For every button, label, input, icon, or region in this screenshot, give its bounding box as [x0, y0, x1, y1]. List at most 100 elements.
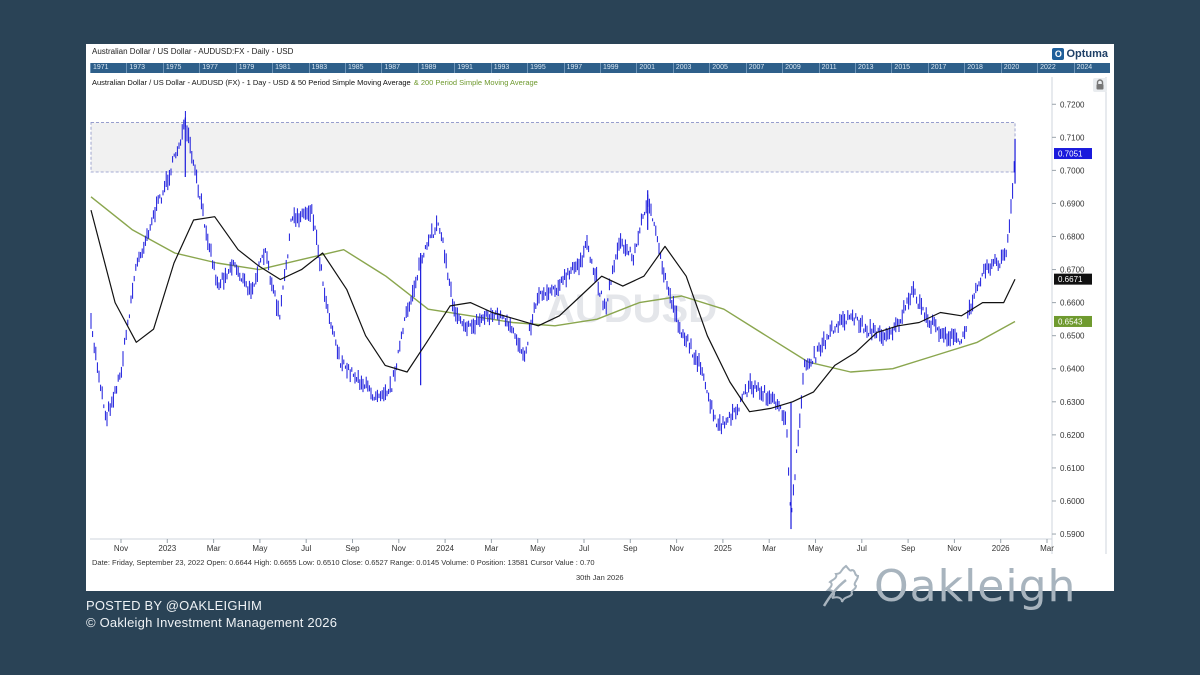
timeline-year: 1979	[238, 64, 255, 71]
y-tick-label: 0.7100	[1060, 133, 1085, 142]
chart-window: Australian Dollar / US Dollar - AUDUSD:F…	[86, 44, 1114, 591]
timeline-year: 1997	[566, 64, 583, 71]
timeline-year: 2017	[930, 64, 947, 71]
x-tick-label: 2025	[714, 544, 732, 553]
timeline-divider	[1000, 63, 1002, 73]
timeline-divider	[126, 63, 128, 73]
timeline-divider	[600, 63, 601, 73]
x-tick-label: Sep	[345, 544, 360, 553]
y-tick-label: 0.6900	[1060, 199, 1085, 208]
timeline-year: 1983	[311, 64, 328, 71]
price-label-text: 0.7051	[1058, 150, 1083, 159]
y-tick-label: 0.7200	[1060, 100, 1085, 109]
timeline-year: 2022	[1040, 64, 1056, 71]
y-tick-label: 0.6600	[1060, 299, 1085, 308]
timeline-divider	[417, 63, 419, 73]
timeline-divider	[490, 63, 492, 73]
chart-title: Australian Dollar / US Dollar - AUDUSD (…	[92, 78, 411, 87]
oak-leaf-icon	[822, 564, 860, 607]
timeline-year: 2011	[821, 64, 837, 71]
x-tick-label: Nov	[947, 544, 961, 553]
timeline-year: 2005	[712, 64, 728, 71]
timeline-divider	[381, 63, 383, 73]
timeline-divider	[235, 63, 237, 73]
x-tick-label: May	[808, 544, 823, 553]
timeline-divider	[745, 63, 747, 73]
optuma-brand-label: Optuma	[1066, 48, 1108, 60]
timeline-scrollbar[interactable]: 1971 1973 1975 1977 1979 1981 1983 1985 1987 1989…	[90, 63, 1110, 73]
price-label-text: 0.6543	[1058, 317, 1083, 326]
cursor-date: 30th Jan 2026	[576, 573, 624, 582]
y-tick-label: 0.6200	[1060, 431, 1085, 440]
timeline-year: 2013	[858, 64, 874, 71]
status-line: Date: Friday, September 23, 2022 Open: 0…	[92, 558, 595, 567]
price-label-0: 0.7051	[1054, 148, 1092, 160]
y-tick-label: 0.5900	[1060, 530, 1085, 539]
timeline-divider	[1037, 63, 1039, 73]
x-tick-label: May	[252, 544, 267, 553]
y-tick-label: 0.6400	[1060, 365, 1085, 374]
timeline-year: 2018	[967, 64, 983, 71]
timeline-year: 2003	[675, 64, 692, 71]
timeline-year: 2007	[748, 64, 765, 71]
timeline-divider	[199, 63, 201, 73]
chart-title-sma200: & 200 Period Simple Moving Average	[414, 78, 538, 87]
timeline-divider	[782, 63, 784, 73]
timeline-divider	[672, 63, 674, 73]
timeline-divider	[90, 63, 91, 73]
timeline-divider	[527, 63, 529, 73]
window-title: Australian Dollar / US Dollar - AUDUSD:F…	[92, 47, 294, 56]
x-tick-label: Jul	[579, 544, 589, 553]
x-tick-label: Jul	[857, 544, 867, 553]
x-tick-label: Mar	[485, 544, 499, 553]
timeline-year: 1989	[420, 64, 437, 71]
timeline-divider	[345, 63, 346, 73]
price-chart[interactable]: AUDUSD 0.5900 0.6000 0.6100 0.6200 0.6300 0.6…	[86, 44, 1114, 591]
oakleigh-wordmark: Oakleigh	[874, 560, 1077, 612]
price-label-2: 0.6543	[1054, 315, 1092, 327]
timeline-divider	[636, 63, 638, 73]
resistance-zone	[90, 122, 1016, 173]
timeline-year: 1991	[457, 64, 473, 71]
y-tick-label: 0.7000	[1060, 166, 1085, 175]
price-label-text: 0.6671	[1058, 275, 1083, 284]
timeline-year: 1999	[603, 64, 619, 71]
timeline-divider	[162, 63, 164, 73]
copyright: © Oakleigh Investment Management 2026	[86, 615, 338, 630]
price-label-bg	[1054, 315, 1092, 327]
timeline-divider	[964, 63, 966, 73]
timeline-divider	[308, 63, 310, 73]
y-tick-label: 0.6700	[1060, 266, 1085, 275]
y-tick-label: 0.6500	[1060, 332, 1085, 341]
optuma-logo-icon: O	[1052, 48, 1065, 60]
chart-legend: Australian Dollar / US Dollar - AUDUSD (…	[92, 78, 538, 87]
lock-icon[interactable]	[1092, 77, 1108, 93]
timeline-year: 1977	[202, 64, 218, 71]
timeline-year: 2001	[639, 64, 655, 71]
x-tick-label: 2026	[992, 544, 1010, 553]
timeline-year: 1981	[275, 64, 291, 71]
chart-watermark: AUDUSD	[546, 287, 717, 331]
x-tick-label: May	[530, 544, 545, 553]
timeline-divider	[891, 63, 893, 73]
x-tick-label: 2023	[158, 544, 176, 553]
optuma-brand: O Optuma	[1052, 46, 1108, 62]
timeline-divider	[709, 63, 711, 73]
timeline-divider	[454, 63, 456, 73]
timeline-year: 1971	[93, 64, 109, 71]
timeline-year: 2024	[1076, 64, 1093, 71]
timeline-year: 1987	[384, 64, 400, 71]
timeline-divider	[563, 63, 565, 73]
x-tick-label: Nov	[669, 544, 683, 553]
price-label-bg	[1054, 148, 1092, 160]
timeline-year: 2020	[1003, 64, 1020, 71]
timeline-year: 1993	[493, 64, 510, 71]
timeline-year: 2009	[785, 64, 801, 71]
x-tick-label: Nov	[114, 544, 128, 553]
x-tick-label: Sep	[901, 544, 916, 553]
sma50-line	[90, 209, 1016, 413]
timeline-year: 2015	[894, 64, 910, 71]
price-label-1: 0.6671	[1054, 273, 1092, 285]
x-tick-label: 2024	[436, 544, 454, 553]
